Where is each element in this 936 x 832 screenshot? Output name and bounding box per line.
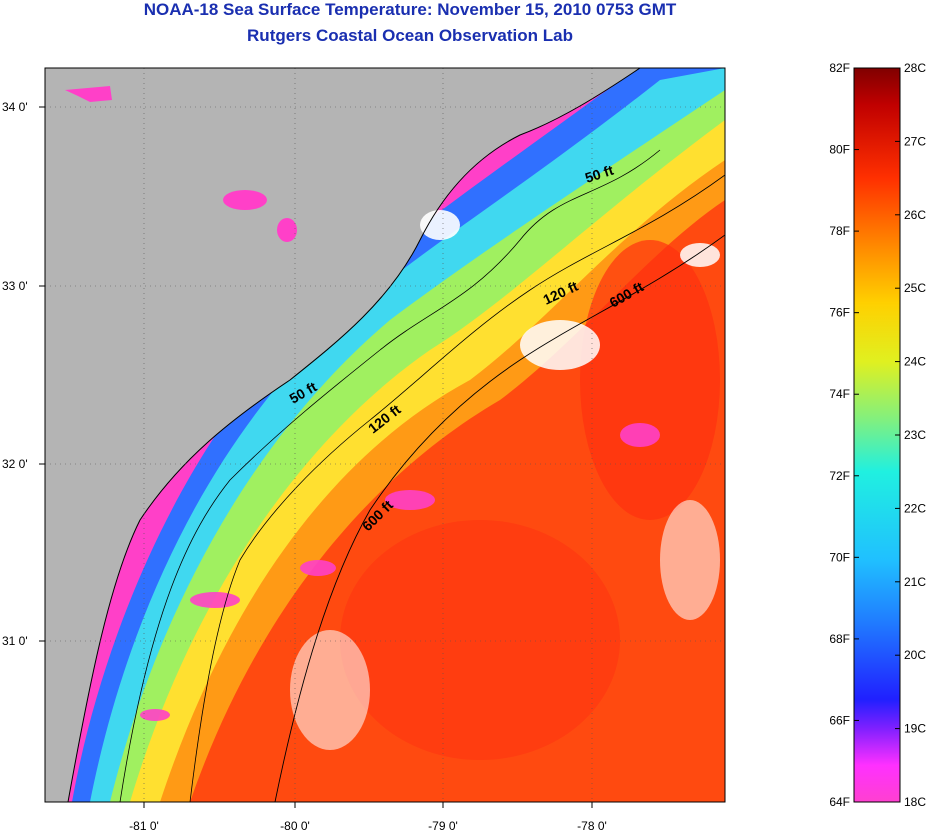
offshore-warm-water <box>580 240 720 520</box>
cold-eddy <box>300 560 336 576</box>
land-mass <box>45 68 640 802</box>
cold-eddy <box>140 709 170 721</box>
isobath-50ft <box>119 149 661 802</box>
coastline <box>67 68 641 802</box>
cloud-patch <box>660 500 720 620</box>
cloud-patch <box>420 210 460 240</box>
cloud-patch <box>520 320 600 370</box>
inland-lake <box>277 218 297 242</box>
map-title: NOAA-18 Sea Surface Temperature: Novembe… <box>143 0 677 19</box>
cold-eddy <box>620 423 660 447</box>
lat-label: 33 0' <box>2 279 28 293</box>
graticule <box>45 68 725 802</box>
isobath-600ft <box>274 234 725 802</box>
gulf-stream-core <box>340 520 620 760</box>
cloud-patch <box>290 630 370 750</box>
inland-lake <box>223 190 267 210</box>
cold-eddy <box>385 490 435 510</box>
inland-lake <box>65 86 112 102</box>
lon-label: -80 0' <box>280 819 310 832</box>
cold-eddy <box>190 592 240 608</box>
map-subtitle: Rutgers Coastal Ocean Observation Lab <box>247 26 573 45</box>
lon-label: -78 0' <box>577 819 607 832</box>
lat-label: 32 0' <box>2 457 28 471</box>
map-frame <box>44 67 726 803</box>
isobath-120ft <box>189 174 725 802</box>
cloud-patch <box>680 243 720 267</box>
lon-label: -79 0' <box>428 819 458 832</box>
lat-label: 31 0' <box>2 634 28 648</box>
lat-label: 34 0' <box>2 100 28 114</box>
lon-label: -81 0' <box>129 819 159 832</box>
axis-ticks <box>39 106 593 808</box>
